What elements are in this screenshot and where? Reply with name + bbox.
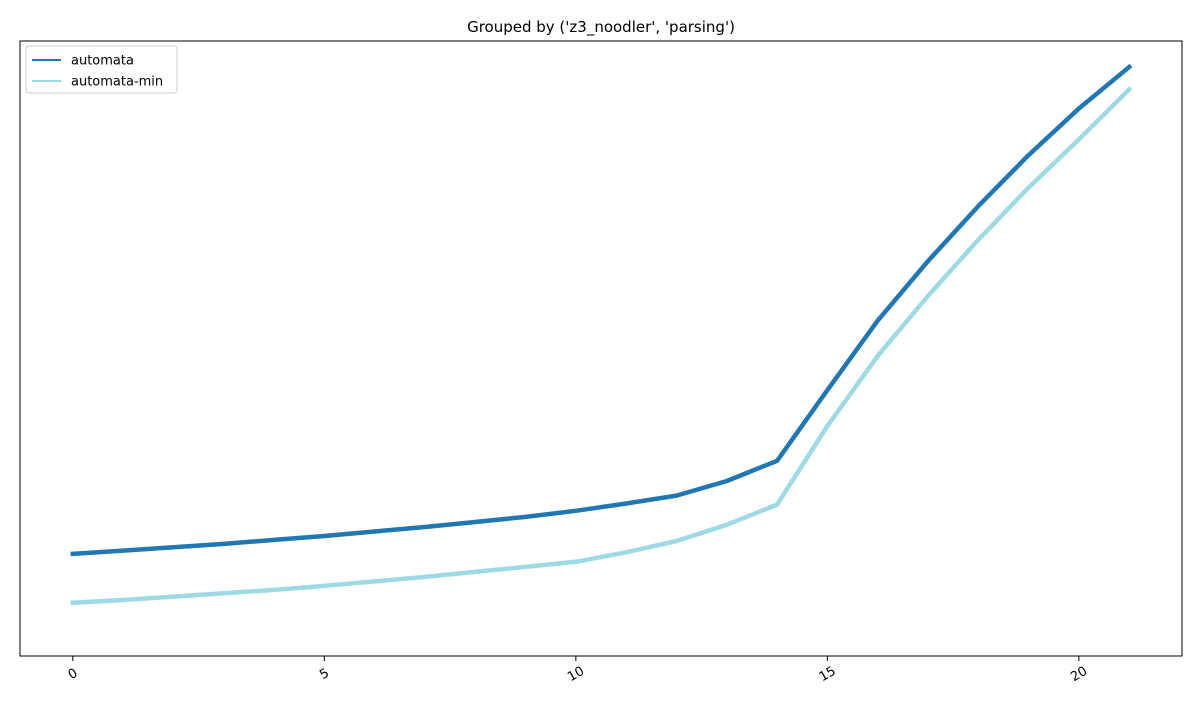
series-line-automata xyxy=(70,63,1133,557)
x-tick-label: 20 xyxy=(1068,664,1090,685)
chart-title: Grouped by ('z3_noodler', 'parsing') xyxy=(467,18,735,37)
series-layer xyxy=(70,63,1133,606)
series-line-automata-min xyxy=(70,86,1133,606)
x-tick-label: 0 xyxy=(66,666,81,683)
legend-label-automata-min: automata-min xyxy=(71,75,163,90)
legend: automata automata-min xyxy=(25,45,178,94)
legend-box xyxy=(25,45,178,94)
plot-area-frame xyxy=(19,40,1183,657)
x-tick-label: 10 xyxy=(565,664,587,685)
x-tick-label: 15 xyxy=(817,664,839,685)
legend-label-automata: automata xyxy=(71,54,134,69)
x-tick-label: 5 xyxy=(317,666,332,683)
x-axis-ticks: 0 5 10 15 20 xyxy=(66,656,1090,685)
